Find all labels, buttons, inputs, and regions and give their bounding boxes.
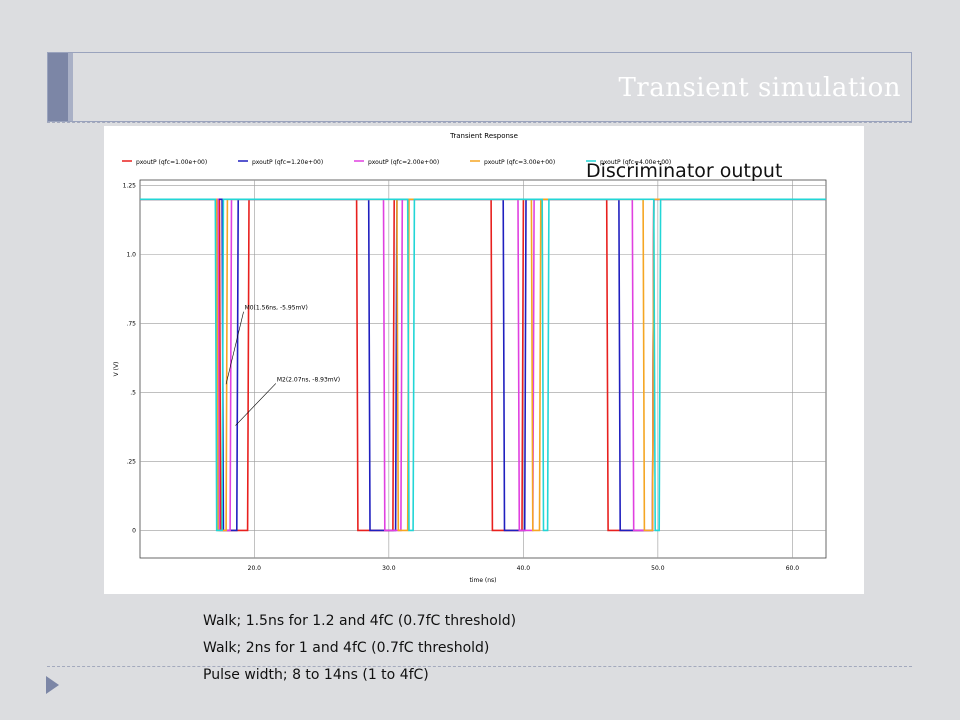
series-line-3 [140, 198, 826, 532]
discriminator-output-label: Discriminator output [586, 160, 783, 182]
footer-divider [47, 666, 912, 667]
note-walk-1: Walk; 1.5ns for 1.2 and 4fC (0.7fC thres… [203, 613, 517, 629]
y-tick-label-4: 1.0 [126, 251, 136, 258]
annotation-leader-1 [235, 383, 277, 426]
corner-arrow-icon [46, 676, 59, 694]
series-line-1 [140, 198, 826, 532]
legend-entry-0: pxoutP (qfc=1.00e+00) [136, 159, 207, 166]
y-tick-label-1: .25 [126, 458, 136, 465]
x-tick-label-3: 50.0 [651, 565, 665, 572]
note-pulse-width: Pulse width; 8 to 14ns (1 to 4fC) [203, 667, 429, 683]
annotation-leader-0 [225, 311, 244, 385]
slide-title: Transient simulation [618, 73, 901, 103]
title-divider [47, 122, 912, 123]
transient-response-chart: Transient Response pxoutP (qfc=1.00e+00) p… [104, 126, 864, 594]
x-tick-label-1: 30.0 [382, 565, 396, 572]
chart-title: Transient Response [449, 132, 518, 140]
legend-entry-1: pxoutP (qfc=1.20e+00) [252, 159, 323, 166]
legend-entry-4: pxoutP (qfc=4.00e+00) [600, 159, 671, 166]
series-line-4 [140, 198, 826, 532]
series-line-2 [140, 198, 826, 532]
y-tick-label-5: 1.25 [123, 183, 137, 190]
slide-title-bar: Transient simulation [47, 52, 912, 122]
series-line-0 [140, 198, 826, 532]
y-tick-label-0: 0 [132, 527, 136, 534]
note-walk-2: Walk; 2ns for 1 and 4fC (0.7fC threshold… [203, 640, 490, 656]
annotation-label-1: M2(2.07ns, -8.93mV) [277, 376, 340, 383]
plot-frame [139, 179, 827, 559]
x-tick-label-2: 40.0 [517, 565, 531, 572]
legend-entry-3: pxoutP (qfc=3.00e+00) [484, 159, 555, 166]
legend-entry-2: pxoutP (qfc=2.00e+00) [368, 159, 439, 166]
x-tick-label-4: 60.0 [786, 565, 800, 572]
notes-list: Walk; 1.5ns for 1.2 and 4fC (0.7fC thres… [203, 608, 516, 689]
chart-svg: Transient Response pxoutP (qfc=1.00e+00) p… [113, 132, 827, 584]
y-axis-label: V (V) [113, 362, 120, 377]
y-tick-label-3: .75 [126, 320, 136, 327]
x-axis-label: time (ns) [469, 577, 496, 584]
annotation-label-0: M0(1.56ns, -5.95mV) [245, 305, 308, 312]
y-tick-label-2: .5 [130, 389, 136, 396]
title-accent-stripe [68, 53, 73, 121]
title-accent-bar [48, 53, 68, 121]
x-tick-label-0: 20.0 [248, 565, 262, 572]
